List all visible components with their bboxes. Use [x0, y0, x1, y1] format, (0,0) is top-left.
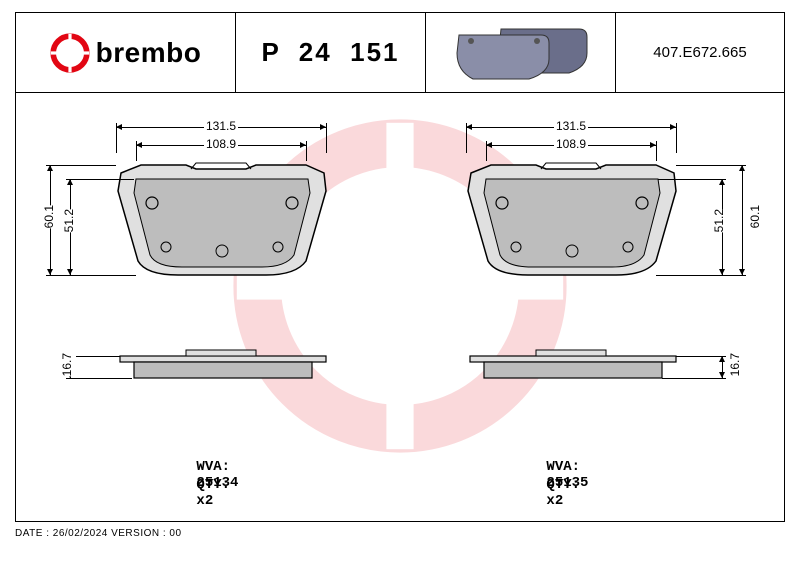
dim-arrow-icon — [136, 142, 142, 148]
dim-arrow-icon — [116, 124, 122, 130]
dim-arrow-icon — [67, 269, 73, 275]
ext-line — [306, 141, 307, 161]
date-version: DATE : 26/02/2024 VERSION : 00 — [15, 528, 182, 539]
pad-edge-view — [446, 348, 706, 388]
dim-arrow-icon — [670, 124, 676, 130]
dim-arrow-icon — [300, 142, 306, 148]
header-row: brembo P 24 151 407.E672.665 — [16, 13, 784, 93]
dim-width-outer: 131.5 — [204, 119, 238, 133]
logo-cell: brembo — [16, 13, 236, 92]
product-image-icon — [451, 23, 591, 83]
pad-face-view — [96, 161, 356, 291]
reference-cell: 407.E672.665 — [616, 13, 784, 92]
ext-line — [676, 165, 746, 166]
dim-height-outer: 60.1 — [40, 205, 58, 228]
part-number-cell: P 24 151 — [236, 13, 426, 92]
dim-arrow-icon — [47, 165, 53, 171]
product-image-cell — [426, 13, 616, 92]
pad-edge-view — [96, 348, 356, 388]
qty-label: QTY: — [546, 477, 580, 493]
qty-value: x2 — [196, 493, 213, 509]
drawing-frame: brembo P 24 151 407.E672.665 — [15, 12, 785, 522]
ext-line — [66, 179, 134, 180]
ext-line — [658, 179, 726, 180]
ext-line — [326, 123, 327, 153]
dim-thickness: 16.7 — [58, 353, 76, 376]
qty-value: x2 — [546, 493, 563, 509]
drawing-area: 131.5 108.9 — [16, 93, 784, 521]
dim-arrow-icon — [739, 165, 745, 171]
ext-line — [656, 141, 657, 161]
pad-face-view — [446, 161, 706, 291]
dim-arrow-icon — [466, 124, 472, 130]
dim-arrow-icon — [320, 124, 326, 130]
dim-arrow-icon — [67, 179, 73, 185]
dim-arrow-icon — [47, 269, 53, 275]
dim-width-inner: 108.9 — [554, 137, 588, 151]
dim-arrow-icon — [719, 372, 725, 378]
dim-width-inner: 108.9 — [204, 137, 238, 151]
brembo-logo: brembo — [50, 33, 202, 73]
dim-arrow-icon — [650, 142, 656, 148]
dim-line — [742, 165, 743, 275]
dim-arrow-icon — [719, 179, 725, 185]
qty-right: QTY: x2 — [496, 461, 580, 525]
qty-label: QTY: — [196, 477, 230, 493]
ext-line — [656, 275, 746, 276]
ext-line — [46, 165, 116, 166]
dim-thickness: 16.7 — [726, 353, 744, 376]
dim-arrow-icon — [719, 356, 725, 362]
part-number: P 24 151 — [261, 37, 399, 68]
qty-left: QTY: x2 — [146, 461, 230, 525]
brembo-logo-icon — [50, 33, 90, 73]
ext-line — [676, 123, 677, 153]
brand-name: brembo — [96, 37, 202, 69]
dim-arrow-icon — [739, 269, 745, 275]
ext-line — [46, 275, 136, 276]
dim-width-outer: 131.5 — [554, 119, 588, 133]
dim-height-inner: 51.2 — [710, 209, 728, 232]
reference-code: 407.E672.665 — [653, 44, 746, 61]
dim-height-outer: 60.1 — [746, 205, 764, 228]
ext-line — [662, 378, 726, 379]
dim-arrow-icon — [486, 142, 492, 148]
dim-height-inner: 51.2 — [60, 209, 78, 232]
ext-line — [66, 378, 132, 379]
dim-arrow-icon — [719, 269, 725, 275]
